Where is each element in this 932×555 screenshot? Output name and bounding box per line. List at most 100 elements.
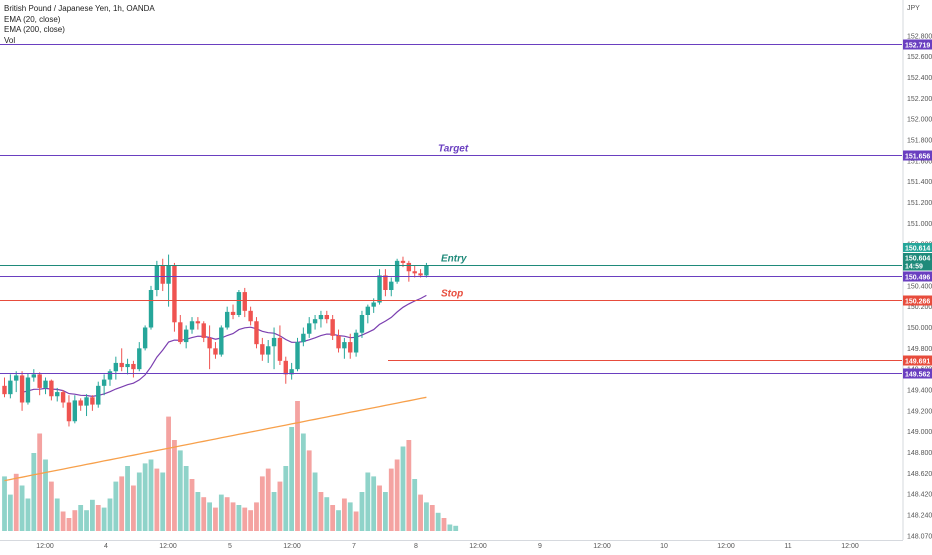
volume-bar bbox=[54, 498, 60, 531]
candle-body bbox=[283, 360, 288, 375]
candle-body bbox=[55, 392, 60, 397]
candle-body bbox=[295, 342, 300, 370]
price-tag bbox=[903, 243, 932, 252]
y-tick-label: 148.240 bbox=[907, 513, 932, 520]
y-tick-label: 148.420 bbox=[907, 492, 932, 499]
level-annotation: Stop bbox=[441, 289, 463, 300]
y-tick-label: 152.200 bbox=[907, 96, 932, 103]
y-tick-label: 150.200 bbox=[907, 304, 932, 311]
volume-bar bbox=[412, 479, 418, 531]
volume-bar bbox=[271, 492, 277, 531]
candle-body bbox=[154, 265, 160, 290]
volume-bar bbox=[336, 510, 341, 531]
candle-body bbox=[43, 380, 48, 388]
y-tick-label: 152.600 bbox=[907, 54, 932, 61]
volume-bar bbox=[453, 525, 459, 531]
volume-bar bbox=[429, 505, 435, 531]
candle-body bbox=[307, 323, 312, 334]
volume-bar bbox=[312, 472, 318, 531]
candle-body bbox=[90, 397, 95, 405]
volume-bar bbox=[394, 459, 400, 531]
candle-body bbox=[2, 385, 7, 395]
level-tag bbox=[903, 39, 932, 50]
candle-body bbox=[224, 311, 230, 328]
candle-body bbox=[277, 337, 283, 361]
volume-bar bbox=[324, 497, 330, 531]
volume-bar bbox=[131, 485, 136, 531]
candle-body bbox=[301, 333, 306, 343]
x-tick-label: 12:00 bbox=[159, 543, 177, 550]
volume-bar bbox=[95, 505, 101, 531]
volume-bar bbox=[406, 440, 412, 531]
volume-bar bbox=[359, 492, 365, 531]
volume-bar bbox=[166, 416, 171, 531]
volume-bar bbox=[43, 459, 48, 531]
y-tick-label: 151.200 bbox=[907, 200, 932, 207]
level-tag-label: 151.656 bbox=[905, 153, 930, 160]
volume-bar bbox=[242, 507, 248, 531]
volume-bar bbox=[78, 505, 84, 531]
volume-bar bbox=[353, 511, 359, 531]
level-tag bbox=[903, 295, 932, 306]
y-tick-label: 149.000 bbox=[907, 429, 932, 436]
level-tag bbox=[903, 355, 932, 366]
y-tick-label: 152.000 bbox=[907, 117, 932, 124]
volume-bar bbox=[236, 505, 242, 531]
chart-legend: British Pound / Japanese Yen, 1h, OANDA … bbox=[4, 4, 155, 46]
candle-body bbox=[160, 265, 165, 284]
candle-body bbox=[201, 323, 206, 338]
volume-bar bbox=[318, 492, 324, 531]
volume-bar bbox=[142, 463, 148, 531]
symbol-title: British Pound / Japanese Yen, 1h, OANDA bbox=[4, 4, 155, 13]
volume-bar bbox=[447, 524, 453, 531]
y-tick-label: 148.800 bbox=[907, 450, 932, 457]
level-tag bbox=[903, 150, 932, 161]
volume-bar bbox=[125, 466, 130, 531]
candle-body bbox=[166, 265, 171, 284]
volume-bar bbox=[172, 440, 177, 531]
x-tick-label: 5 bbox=[228, 543, 232, 550]
volume-bar bbox=[306, 450, 312, 531]
candle-body bbox=[49, 380, 54, 397]
candle-body bbox=[172, 265, 177, 323]
volume-bar bbox=[13, 473, 19, 531]
volume-bar bbox=[84, 510, 89, 531]
volume-bar bbox=[347, 502, 353, 531]
indicator-ema20: EMA (20, close) bbox=[4, 14, 61, 24]
candle-body bbox=[289, 369, 294, 375]
y-tick-label: 150.000 bbox=[907, 325, 932, 332]
currency-label: JPY bbox=[907, 5, 920, 12]
candle-body bbox=[101, 379, 107, 386]
candle-body bbox=[348, 342, 353, 353]
candle-body bbox=[125, 363, 130, 368]
volume-bar bbox=[283, 466, 289, 531]
ema-200-line bbox=[4, 396, 427, 482]
volume-bar bbox=[377, 485, 382, 531]
candle-body bbox=[78, 400, 83, 406]
level-tag-label: 149.691 bbox=[905, 358, 930, 365]
volume-bar bbox=[341, 498, 347, 531]
volume-bar bbox=[195, 492, 201, 531]
volume-bar bbox=[259, 476, 265, 531]
price-tag bbox=[903, 253, 932, 262]
candle-body bbox=[148, 290, 154, 328]
candle-body bbox=[66, 402, 72, 422]
volume-bar bbox=[383, 492, 388, 531]
candle-body bbox=[353, 332, 359, 353]
candle-body bbox=[312, 319, 318, 324]
candle-body bbox=[207, 337, 212, 349]
level-tag bbox=[903, 368, 932, 379]
candle-body bbox=[195, 321, 201, 324]
volume-bar bbox=[418, 494, 423, 531]
candle-body bbox=[119, 362, 124, 368]
volume-bar bbox=[295, 401, 300, 531]
candle-body bbox=[336, 335, 341, 349]
y-tick-label: 152.400 bbox=[907, 75, 932, 82]
candle-body bbox=[400, 260, 406, 263]
candle-body bbox=[359, 315, 365, 333]
candle-body bbox=[219, 327, 224, 355]
candle-body bbox=[365, 306, 371, 315]
volume-bar bbox=[48, 481, 54, 531]
